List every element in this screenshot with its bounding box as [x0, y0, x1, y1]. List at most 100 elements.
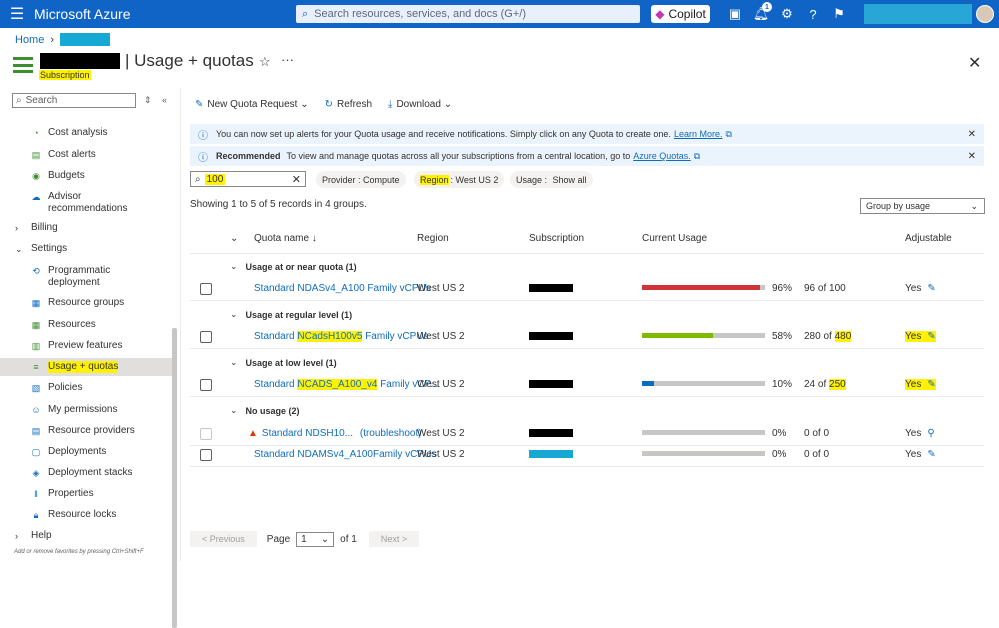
sidebar-item-settings[interactable]: ⌄ Settings — [0, 243, 172, 255]
quota-name-link[interactable]: Standard NCadsH100v5 Family vCPUs — [254, 331, 429, 342]
clear-icon[interactable]: ✕ — [291, 173, 301, 186]
quota-name-link[interactable]: ▲ Standard NDSH10... (troubleshoot) — [248, 428, 422, 439]
breadcrumb-redacted[interactable] — [60, 33, 111, 46]
sidebar-item-my-permissions[interactable]: ☺ My permissions — [0, 404, 172, 416]
sidebar-item-cost-analysis[interactable]: ◔ Cost analysis — [0, 127, 172, 139]
favorite-star-icon[interactable]: ☆ — [259, 54, 271, 69]
sort-icon[interactable]: ⇕ — [144, 95, 152, 105]
edit-pencil-icon[interactable]: ✎ — [927, 449, 936, 460]
table-row[interactable]: ▲ Standard NDSH10... (troubleshoot) West U… — [190, 424, 984, 446]
sidebar-item-help[interactable]: › Help — [0, 530, 172, 542]
table-row[interactable]: Standard NCadsH100v5 Family vCPUs West US… — [190, 327, 984, 349]
sidebar-item-label: Deployments — [48, 446, 107, 457]
close-icon[interactable]: ✕ — [968, 55, 982, 72]
person-icon[interactable]: ⚲ — [927, 428, 935, 439]
row-checkbox[interactable] — [200, 428, 212, 440]
column-subscription[interactable]: Subscription — [529, 233, 585, 244]
recommended-label: Recommended — [216, 151, 281, 161]
row-checkbox[interactable] — [200, 379, 212, 391]
sidebar-scrollbar[interactable] — [172, 328, 177, 628]
feedback-icon[interactable]: ⚑ — [833, 6, 845, 21]
group-header[interactable]: ⌄ No usage (2) — [230, 405, 300, 416]
avatar[interactable] — [976, 5, 994, 23]
group-label: Usage at or near quota (1) — [245, 261, 357, 272]
collapse-all-icon[interactable]: ⌄ — [230, 233, 239, 244]
close-icon[interactable]: ✕ — [967, 128, 976, 140]
edit-pencil-icon[interactable]: ✎ — [927, 379, 936, 390]
group-by-dropdown[interactable]: Group by usage ⌄ — [860, 198, 985, 214]
usage-progress-bar — [642, 451, 765, 456]
help-icon[interactable]: ? — [809, 6, 817, 22]
quota-name-link[interactable]: Standard NCADS_A100_v4 Family vCP... — [254, 379, 438, 390]
column-region[interactable]: Region — [417, 233, 449, 244]
breadcrumb-home[interactable]: Home — [15, 33, 45, 46]
sidebar-item-budgets[interactable]: ◉ Budgets — [0, 170, 172, 182]
column-adjustable[interactable]: Adjustable — [905, 233, 952, 244]
sidebar-search-input[interactable]: ⌕ Search — [12, 93, 136, 108]
sidebar-item-advisor-recommendations[interactable]: ☁ Advisor recommendations — [0, 191, 172, 215]
cloud-shell-icon[interactable]: ▣ — [728, 6, 742, 21]
row-checkbox[interactable] — [200, 449, 212, 461]
records-count: Showing 1 to 5 of 5 records in 4 groups. — [190, 199, 367, 210]
azure-quotas-link[interactable]: Azure Quotas. — [633, 151, 691, 161]
column-quota-name[interactable]: Quota name ↓ — [254, 233, 317, 244]
sidebar-item-programmatic-deployment[interactable]: ⟲ Programmatic deployment — [0, 265, 172, 289]
resource-groups-icon: ▦ — [31, 297, 41, 308]
account-redacted[interactable] — [864, 4, 972, 24]
sidebar-item-cost-alerts[interactable]: ▤ Cost alerts — [0, 149, 172, 161]
table-row[interactable]: Standard NCADS_A100_v4 Family vCP... West… — [190, 375, 984, 397]
usage-text: 24 of — [804, 379, 830, 390]
settings-gear-icon[interactable]: ⚙ — [781, 6, 793, 21]
provider-filter-pill[interactable]: Provider : Compute — [316, 171, 406, 188]
chevron-right-icon: › — [15, 531, 18, 541]
sidebar-item-resource-groups[interactable]: ▦ Resource groups — [0, 297, 172, 309]
adjustable-cell: Yes ✎ — [905, 331, 936, 342]
sidebar-item-resource-locks[interactable]: 🔒︎ Resource locks — [0, 509, 172, 521]
edit-pencil-icon[interactable]: ✎ — [927, 331, 936, 342]
column-current-usage[interactable]: Current Usage — [642, 233, 708, 244]
learn-more-link[interactable]: Learn More. — [673, 129, 723, 139]
sidebar-item-policies[interactable]: ▧ Policies — [0, 382, 172, 394]
row-checkbox[interactable] — [200, 331, 212, 343]
group-header[interactable]: ⌄ Usage at or near quota (1) — [230, 261, 357, 272]
sidebar-item-preview-features[interactable]: ▥ Preview features — [0, 340, 172, 352]
more-options-icon[interactable]: ··· — [281, 52, 294, 67]
sidebar-item-deployment-stacks[interactable]: ◈ Deployment stacks — [0, 467, 172, 479]
sidebar-item-properties[interactable]: ‖ Properties — [0, 488, 172, 500]
group-header[interactable]: ⌄ Usage at low level (1) — [230, 357, 337, 368]
quota-name-link[interactable]: Standard NDASv4_A100 Family vCPUs — [254, 283, 431, 294]
sidebar-item-resources[interactable]: ▦ Resources — [0, 319, 172, 331]
brand-title[interactable]: Microsoft Azure — [34, 6, 131, 22]
table-row[interactable]: Standard NDASv4_A100 Family vCPUs West US… — [190, 279, 984, 301]
new-quota-request-button[interactable]: ✎ New Quota Request ⌄ — [195, 99, 309, 110]
quota-name-suffix: Family vCPUs — [362, 331, 429, 342]
sidebar-item-usage-quotas[interactable]: ≡ Usage + quotas — [0, 358, 172, 376]
group-header[interactable]: ⌄ Usage at regular level (1) — [230, 309, 352, 320]
refresh-button[interactable]: ↻ Refresh — [325, 99, 372, 110]
adjustable-value: Yes — [905, 331, 922, 342]
quota-name-link[interactable]: Standard NDAMSv4_A100Family vCPUs — [254, 449, 436, 460]
usage-filter-pill[interactable]: Usage : Show all — [510, 171, 593, 188]
table-row[interactable]: Standard NDAMSv4_A100Family vCPUs West US… — [190, 445, 984, 467]
collapse-icon[interactable]: « — [162, 95, 168, 105]
sidebar-item-billing[interactable]: › Billing — [0, 222, 172, 234]
sidebar-item-deployments[interactable]: ▢ Deployments — [0, 446, 172, 458]
menu-icon[interactable]: ☰ — [9, 6, 25, 23]
close-icon[interactable]: ✕ — [967, 150, 976, 162]
row-checkbox[interactable] — [200, 283, 212, 295]
next-button[interactable]: Next > — [368, 531, 420, 547]
download-button[interactable]: ⤓ Download ⌄ — [388, 99, 452, 110]
page-select[interactable]: 1 ⌄ — [296, 531, 335, 547]
global-search-input[interactable]: ⌕ Search resources, services, and docs (… — [296, 5, 640, 23]
copilot-button[interactable]: ◆ Copilot — [651, 5, 710, 23]
troubleshoot-link[interactable]: (troubleshoot) — [359, 428, 422, 439]
quota-search-input[interactable]: ⌕ 100 ✕ — [190, 171, 306, 187]
sidebar-item-label: Resource providers — [48, 425, 135, 436]
notifications-icon[interactable]: 🔔︎ 1 — [748, 2, 774, 24]
region-filter-pill[interactable]: Region : West US 2 — [414, 171, 505, 188]
quota-name-text: Standard NDASv4_A100 Family vCPUs — [254, 283, 431, 294]
sidebar: ⌕ Search ⇕ « ◔ Cost analysis ▤ Cost alerts ◉… — [0, 88, 178, 628]
sidebar-item-resource-providers[interactable]: ▤ Resource providers — [0, 425, 172, 437]
edit-pencil-icon[interactable]: ✎ — [927, 283, 936, 294]
previous-button[interactable]: < Previous — [190, 531, 257, 547]
